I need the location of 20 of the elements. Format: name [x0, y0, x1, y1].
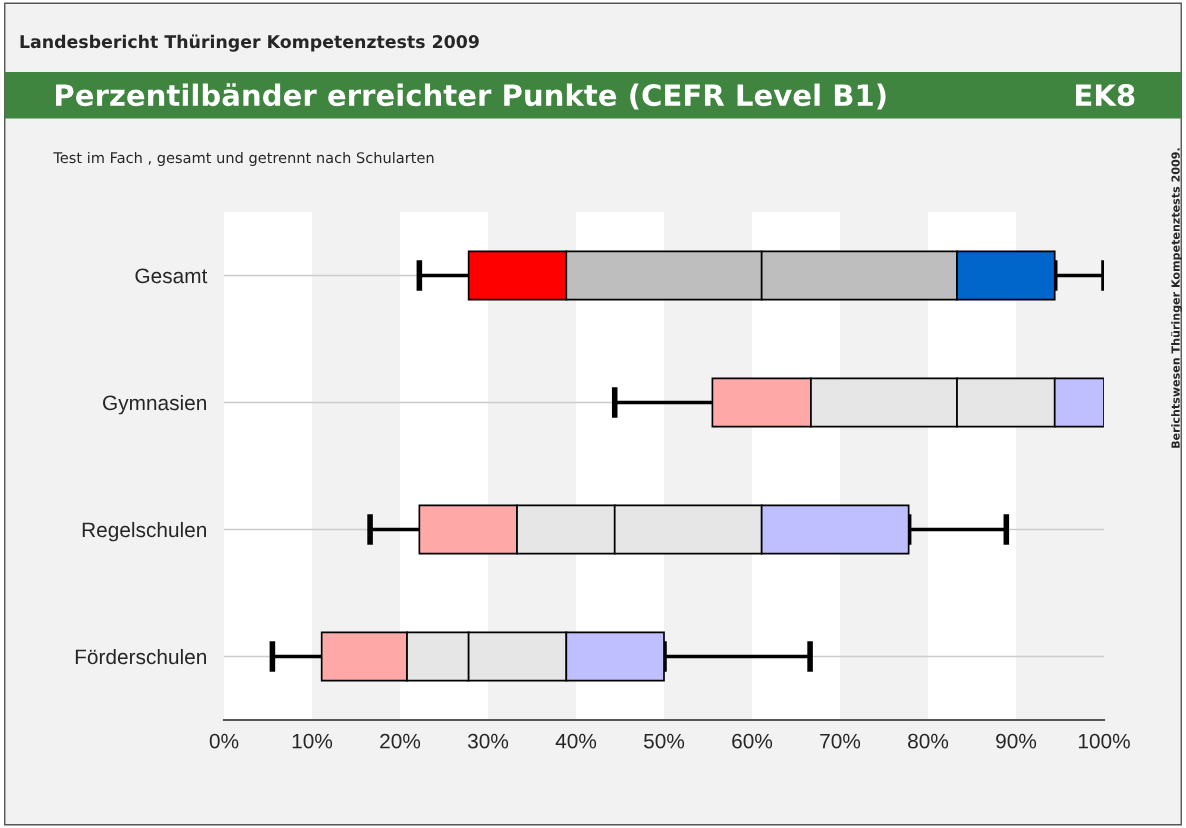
- x-tick-label: 40%: [555, 733, 597, 749]
- x-tick-label: 10%: [292, 733, 333, 749]
- x-tick-label: 30%: [467, 733, 509, 749]
- text: EK8: [1076, 84, 1135, 107]
- y-tick-label: Gymnasien: [103, 394, 206, 415]
- x-tick-label: 20%: [380, 733, 421, 749]
- x-tick-label: 90%: [996, 733, 1037, 749]
- text: Berichtswesen Thüringer Kompetenztests 2009.: [1171, 148, 1183, 448]
- x-tick-label: 60%: [732, 733, 773, 749]
- x-tick-label: 0%: [209, 733, 239, 749]
- y-tick-label: Förderschulen: [75, 648, 206, 665]
- x-tick-label: 100%: [1078, 733, 1130, 749]
- text: Landesbericht Thüringer Kompetenztests 2009: [20, 34, 479, 52]
- x-tick-label: 70%: [820, 733, 861, 749]
- y-tick-label: Regelschulen: [82, 521, 206, 542]
- chart-subtitle: Test im Fach , gesamt und getrennt nach Schularten: [53, 151, 434, 167]
- x-tick-label: 80%: [908, 733, 949, 749]
- x-tick-label: 50%: [643, 733, 685, 749]
- chart-title: Perzentilbänder erreichter Punkte (CEFR Level B1): [56, 83, 886, 110]
- y-tick-label: Gesamt: [135, 268, 208, 284]
